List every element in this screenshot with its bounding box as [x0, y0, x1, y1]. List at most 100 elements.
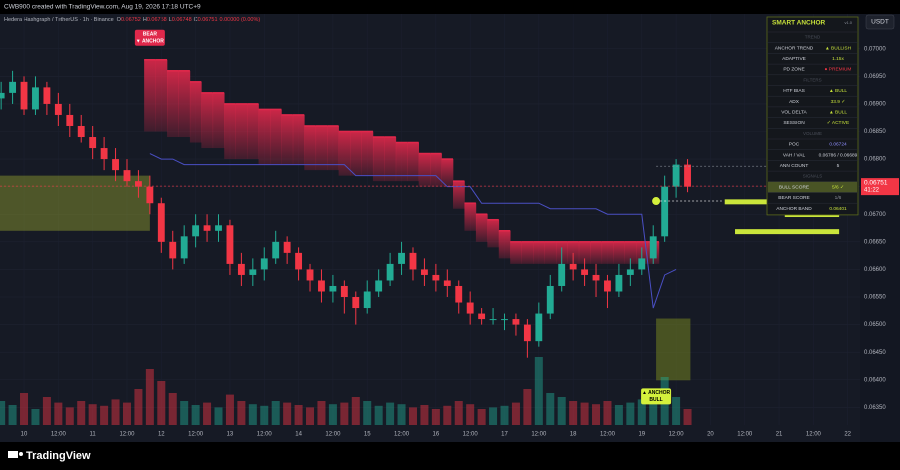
candle-body [386, 263, 394, 281]
bear-cloud [601, 241, 614, 264]
bear-cloud [304, 125, 317, 171]
brand-logo [8, 451, 23, 458]
candle-body [100, 148, 108, 160]
panel-value: 1/6 [835, 195, 842, 201]
volume-bar [77, 401, 86, 425]
x-tick-label: 14 [295, 432, 302, 438]
bear-cloud [430, 153, 442, 187]
volume-bar [592, 404, 601, 425]
panel-version: v1.0 [844, 20, 852, 25]
panel-label: VAH / VAL [783, 152, 806, 158]
panel-section: TREND [805, 35, 821, 40]
countdown: 41:22 [864, 188, 880, 194]
volume-bar [168, 393, 177, 425]
bear-cloud [167, 70, 179, 138]
annotation-box [134, 29, 165, 46]
panel-label: SESSION [783, 120, 805, 126]
annotation-text: ▼ ANCHOR [136, 39, 164, 45]
volume-bar [511, 402, 520, 425]
x-tick-label: 12:00 [531, 432, 547, 438]
panel-value: 0.06724 [829, 142, 847, 148]
volume-bar [363, 401, 372, 425]
candle-body [466, 302, 474, 314]
candle-body [352, 297, 360, 309]
candle-body [626, 269, 634, 275]
volume-bar [649, 393, 658, 425]
candle-body [512, 319, 520, 325]
candle-body [0, 92, 5, 99]
candle-body [649, 236, 657, 259]
x-tick-label: 12:00 [188, 432, 204, 438]
volume-bar [237, 401, 246, 425]
volume-bar [0, 401, 6, 425]
panel-label: VOL DELTA [781, 110, 807, 116]
volume-bar [42, 397, 51, 425]
volume-bar [340, 402, 349, 425]
plot-layer: 0.07000 0.06950 0.06900 0.06850 0.06800 0.067… [0, 14, 899, 438]
candle-body [318, 280, 325, 292]
candle-body [54, 103, 62, 115]
candle-body [215, 225, 222, 231]
panel-value: 5 [837, 163, 840, 169]
candle-body [546, 285, 554, 314]
volume-bar [134, 389, 143, 425]
price-label: 0.06751 [864, 179, 888, 186]
volume-bar [54, 402, 63, 425]
bear-cloud [350, 131, 362, 176]
candle-body [283, 241, 291, 253]
candle-body [169, 241, 177, 259]
volume-bar [306, 407, 315, 425]
y-tick-label: 0.06500 [864, 322, 886, 328]
candle-body [43, 87, 51, 104]
volume-bar [351, 397, 360, 425]
y-tick-label: 0.06600 [864, 267, 886, 273]
volume-bar [546, 393, 555, 425]
candle-body [340, 285, 348, 298]
candle-body [89, 137, 97, 149]
currency-box[interactable] [865, 14, 895, 30]
bear-cloud [613, 241, 625, 264]
volume-bar [214, 407, 223, 425]
candle-body [295, 252, 303, 270]
bear-cloud [178, 70, 191, 138]
high-label: H [143, 17, 147, 23]
adaptive-line [149, 153, 677, 309]
volume-bar [145, 369, 154, 425]
panel-value: 0.06401 [829, 206, 847, 212]
x-tick-label: 10 [21, 432, 28, 438]
annotation-text: BEAR [143, 32, 158, 38]
annotation-text: ▲ ANCHOR [642, 390, 670, 396]
panel-value: ▲ BULL [829, 110, 847, 116]
currency: USDT [871, 19, 889, 26]
close-value: 0.06751 [198, 17, 218, 23]
y-tick-label: 0.06950 [864, 74, 886, 80]
volume-bar [271, 401, 280, 425]
x-tick-label: 11 [90, 432, 97, 438]
panel-value: 0.06786 / 0.06689 [819, 152, 858, 158]
candle-body [146, 186, 154, 204]
candle-body [375, 280, 383, 292]
y-tick-label: 0.06450 [864, 350, 886, 356]
y-tick-label: 0.06800 [864, 157, 886, 163]
bear-cloud [475, 214, 488, 242]
volume-bar [477, 409, 486, 425]
candle-body [455, 285, 463, 303]
candle-body [489, 319, 497, 321]
x-tick-label: 20 [707, 432, 714, 438]
candle-body [535, 313, 543, 342]
y-tick-label: 0.06400 [864, 377, 886, 383]
volume-bar [466, 404, 475, 425]
volume-bar [408, 407, 417, 425]
brand: TradingView [26, 450, 91, 462]
bear-cloud [327, 125, 339, 171]
volume-bar [614, 405, 623, 425]
symbol: Hedera Hashgraph / TetherUS · 1h · Binan… [4, 17, 114, 23]
volume-bar [580, 402, 589, 425]
panel-label: ANCHOR BAND [776, 206, 812, 212]
bear-cloud [269, 109, 282, 165]
x-tick-label: 13 [227, 432, 234, 438]
candle-body [192, 225, 200, 237]
high-value: 0.06758 [147, 17, 167, 23]
volume-bar [569, 401, 578, 425]
